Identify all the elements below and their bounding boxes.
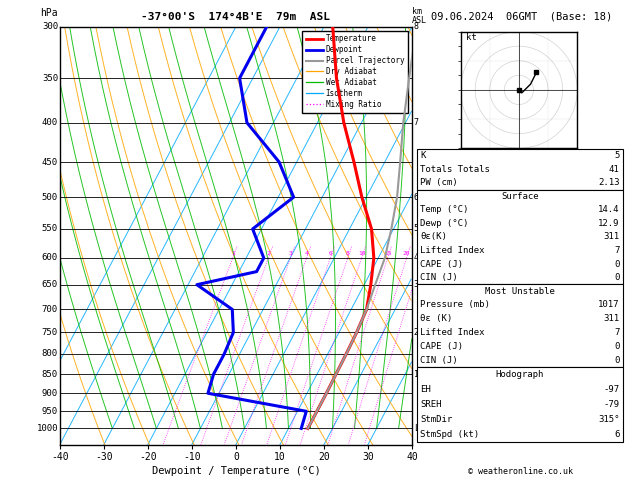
Text: 750: 750 — [42, 328, 58, 337]
X-axis label: Dewpoint / Temperature (°C): Dewpoint / Temperature (°C) — [152, 466, 320, 476]
Text: 41: 41 — [609, 165, 620, 174]
Text: 20: 20 — [403, 251, 410, 256]
Text: 0: 0 — [614, 342, 620, 351]
Text: CIN (J): CIN (J) — [420, 273, 458, 282]
Text: 3: 3 — [414, 280, 419, 289]
Text: 6: 6 — [414, 192, 419, 202]
Text: 5: 5 — [614, 152, 620, 160]
Text: 09.06.2024  06GMT  (Base: 18): 09.06.2024 06GMT (Base: 18) — [431, 12, 613, 22]
Text: 700: 700 — [42, 305, 58, 314]
Text: EH: EH — [420, 385, 431, 394]
Text: 311: 311 — [603, 314, 620, 323]
Text: 2.13: 2.13 — [598, 178, 620, 187]
Text: 0: 0 — [614, 260, 620, 268]
Text: 450: 450 — [42, 157, 58, 167]
Text: 850: 850 — [42, 370, 58, 379]
Text: Mixing Ratio (g/kg): Mixing Ratio (g/kg) — [430, 188, 440, 283]
Text: Dewp (°C): Dewp (°C) — [420, 219, 469, 228]
Text: 5: 5 — [414, 225, 419, 233]
Text: © weatheronline.co.uk: © weatheronline.co.uk — [468, 467, 572, 476]
Text: Pressure (mb): Pressure (mb) — [420, 300, 490, 310]
Text: kt: kt — [467, 34, 477, 42]
Text: 7: 7 — [614, 328, 620, 337]
Text: Hodograph: Hodograph — [496, 370, 544, 379]
Text: 12.9: 12.9 — [598, 219, 620, 228]
Text: Lifted Index: Lifted Index — [420, 328, 485, 337]
Text: 8: 8 — [414, 22, 419, 31]
Text: 0: 0 — [614, 273, 620, 282]
Text: ASL: ASL — [412, 16, 427, 25]
Text: hPa: hPa — [40, 8, 58, 18]
Text: Totals Totals: Totals Totals — [420, 165, 490, 174]
Text: SREH: SREH — [420, 400, 442, 409]
Text: K: K — [420, 152, 426, 160]
Text: -37°00'S  174°4B'E  79m  ASL: -37°00'S 174°4B'E 79m ASL — [142, 12, 330, 22]
Text: Lifted Index: Lifted Index — [420, 246, 485, 255]
Text: 300: 300 — [42, 22, 58, 31]
Text: 4: 4 — [305, 251, 308, 256]
Text: 7: 7 — [414, 118, 419, 127]
Text: StmSpd (kt): StmSpd (kt) — [420, 430, 479, 439]
Text: 550: 550 — [42, 225, 58, 233]
Text: CAPE (J): CAPE (J) — [420, 260, 463, 268]
Text: 315°: 315° — [598, 415, 620, 424]
Text: 6: 6 — [614, 430, 620, 439]
Text: 14.4: 14.4 — [598, 206, 620, 214]
Text: θε (K): θε (K) — [420, 314, 452, 323]
Text: LCL: LCL — [414, 424, 429, 433]
Text: 311: 311 — [603, 232, 620, 242]
Legend: Temperature, Dewpoint, Parcel Trajectory, Dry Adiabat, Wet Adiabat, Isotherm, Mi: Temperature, Dewpoint, Parcel Trajectory… — [302, 31, 408, 113]
Text: 650: 650 — [42, 280, 58, 289]
Text: PW (cm): PW (cm) — [420, 178, 458, 187]
Text: km: km — [412, 7, 422, 17]
Text: 4: 4 — [414, 254, 419, 262]
Text: 8: 8 — [346, 251, 350, 256]
Text: 950: 950 — [42, 407, 58, 416]
Text: CAPE (J): CAPE (J) — [420, 342, 463, 351]
Text: 600: 600 — [42, 254, 58, 262]
Text: Surface: Surface — [501, 192, 538, 201]
Text: 2: 2 — [414, 328, 419, 337]
Text: 6: 6 — [328, 251, 332, 256]
Text: StmDir: StmDir — [420, 415, 452, 424]
Text: Most Unstable: Most Unstable — [485, 287, 555, 295]
Text: 1000: 1000 — [36, 424, 58, 433]
Text: -79: -79 — [603, 400, 620, 409]
Text: 3: 3 — [289, 251, 292, 256]
Text: 1: 1 — [414, 370, 419, 379]
Text: 15: 15 — [384, 251, 391, 256]
Text: 10: 10 — [358, 251, 365, 256]
Text: 7: 7 — [614, 246, 620, 255]
Text: 800: 800 — [42, 349, 58, 359]
Text: CIN (J): CIN (J) — [420, 356, 458, 364]
Text: 350: 350 — [42, 74, 58, 83]
Text: 900: 900 — [42, 389, 58, 398]
Text: θε(K): θε(K) — [420, 232, 447, 242]
Text: 500: 500 — [42, 192, 58, 202]
Text: -97: -97 — [603, 385, 620, 394]
Text: 0: 0 — [614, 356, 620, 364]
Text: 400: 400 — [42, 118, 58, 127]
Text: 2: 2 — [267, 251, 270, 256]
Text: 1: 1 — [231, 251, 235, 256]
Text: Temp (°C): Temp (°C) — [420, 206, 469, 214]
Text: 1017: 1017 — [598, 300, 620, 310]
